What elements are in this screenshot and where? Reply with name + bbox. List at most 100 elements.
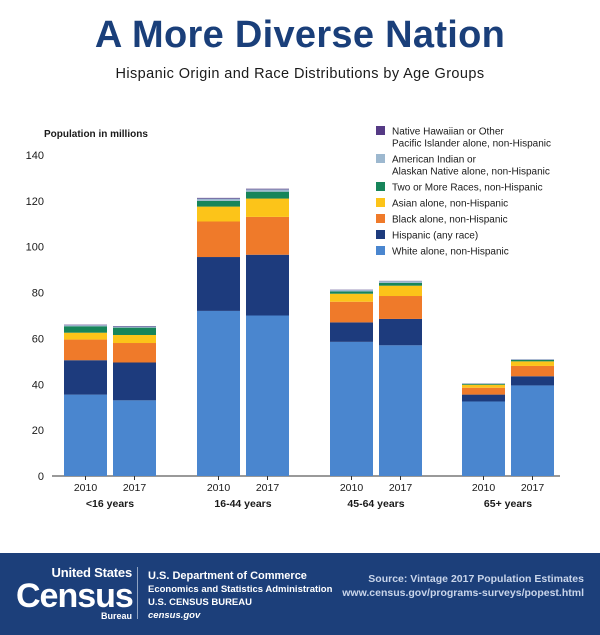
legend-label: Alaskan Native alone, non-Hispanic: [392, 167, 550, 178]
bar-segment: [511, 359, 554, 362]
x-tick-label: 2017: [521, 482, 545, 494]
bar-segment: [511, 385, 554, 476]
bar-segment: [113, 327, 156, 335]
footer-banner: United States Census Bureau U.S. Departm…: [0, 553, 600, 635]
bar-segment: [379, 318, 422, 346]
bar-segment: [511, 365, 554, 377]
group-label: 16-44 years: [214, 498, 271, 510]
legend-swatch: [376, 246, 385, 255]
legend-swatch: [376, 214, 385, 223]
bar-segment: [246, 315, 289, 476]
website-link[interactable]: census.gov: [148, 610, 201, 621]
bar-segment: [462, 383, 505, 385]
bar-segment: [197, 257, 240, 311]
legend-label: White alone, non-Hispanic: [392, 247, 509, 258]
bar-segment: [64, 360, 107, 395]
bar-segment: [246, 198, 289, 217]
x-tick-label: 2010: [340, 482, 364, 494]
bar-segment: [64, 394, 107, 476]
bar-segment: [379, 345, 422, 476]
y-axis-title: Population in millions: [44, 129, 148, 140]
bar-segment: [113, 400, 156, 476]
bar-segment: [246, 188, 289, 190]
bar-segment: [462, 387, 505, 395]
bar-segment: [113, 362, 156, 401]
admin-name: Economics and Statistics Administration: [148, 584, 333, 595]
bar-segment: [64, 339, 107, 361]
legend-label: Native Hawaiian or Other: [392, 127, 504, 138]
bar-segment: [511, 361, 554, 366]
x-tick-label: 2017: [389, 482, 413, 494]
bar-segment: [330, 341, 373, 476]
bar-segment: [379, 296, 422, 319]
group-label: 45-64 years: [347, 498, 404, 510]
bar-segment: [246, 216, 289, 255]
chart-title: A More Diverse Nation: [94, 14, 506, 56]
legend-label: Two or More Races, non-Hispanic: [392, 183, 543, 194]
bar-segment: [197, 197, 240, 199]
legend-swatch: [376, 198, 385, 207]
legend-label: Pacific Islander alone, non-Hispanic: [392, 139, 551, 150]
bar-segment: [462, 384, 505, 388]
bar-segment: [462, 394, 505, 402]
y-tick-label: 80: [32, 288, 44, 300]
bar-segment: [64, 325, 107, 327]
bar-segment: [330, 289, 373, 292]
y-tick-label: 20: [32, 425, 44, 437]
y-tick-label: 100: [26, 242, 44, 254]
bar-segment: [379, 282, 422, 286]
bar-segment: [197, 206, 240, 222]
y-tick-label: 60: [32, 333, 44, 345]
legend-label: Asian alone, non-Hispanic: [392, 199, 508, 210]
bar-segment: [330, 301, 373, 323]
y-tick-label: 40: [32, 379, 44, 391]
bar-segment: [246, 189, 289, 192]
group-label: 65+ years: [484, 498, 532, 510]
x-tick-label: 2010: [74, 482, 98, 494]
y-tick-label: 0: [38, 471, 44, 483]
bar-segment: [511, 376, 554, 386]
bar-segment: [64, 332, 107, 340]
chart-subtitle: Hispanic Origin and Race Distributions b…: [115, 66, 485, 82]
x-tick-label: 2017: [123, 482, 147, 494]
legend-label: American Indian or: [392, 155, 477, 166]
legend-label: Black alone, non-Hispanic: [392, 215, 508, 226]
bar-segment: [330, 293, 373, 302]
bar-segment: [246, 191, 289, 199]
x-tick-label: 2017: [256, 482, 280, 494]
bar-segment: [246, 254, 289, 316]
source-text: Source: Vintage 2017 Population Estimate…: [368, 573, 584, 585]
y-tick-label: 140: [26, 150, 44, 162]
legend-label: Hispanic (any race): [392, 231, 478, 242]
bar-segment: [379, 285, 422, 297]
footer-divider: [137, 567, 138, 619]
agency-block: U.S. Department of Commerce Economics an…: [148, 570, 332, 622]
bar-segment: [64, 326, 107, 333]
bar-segment: [197, 198, 240, 201]
bar-segment: [330, 322, 373, 342]
bar-segment: [197, 221, 240, 258]
bar-segment: [462, 401, 505, 476]
x-tick-label: 2010: [207, 482, 231, 494]
bar-segment: [330, 291, 373, 294]
y-tick-label: 120: [26, 196, 44, 208]
source-block: Source: Vintage 2017 Population Estimate…: [342, 572, 584, 600]
bar-segment: [113, 343, 156, 363]
stacked-bar-chart: Population in millions 0 20 40 60 80 100 120 140…: [26, 126, 560, 510]
legend-swatch: [376, 182, 385, 191]
bar-segment: [197, 200, 240, 207]
source-url[interactable]: www.census.gov/programs-surveys/popest.h…: [342, 587, 584, 599]
logo-line-1: United States: [51, 565, 133, 580]
x-tick-label: 2010: [472, 482, 496, 494]
bureau-name: U.S. CENSUS BUREAU: [148, 597, 252, 608]
legend-swatch: [376, 126, 385, 135]
legend-swatch: [376, 154, 385, 163]
logo-line-3: Bureau: [100, 611, 132, 621]
group-label: <16 years: [86, 498, 134, 510]
bar-segment: [113, 326, 156, 328]
bar-segment: [379, 281, 422, 283]
bar-segment: [197, 310, 240, 476]
bar-segment: [113, 334, 156, 344]
census-logo: United States Census Bureau: [16, 565, 134, 625]
logo-line-2: Census: [16, 577, 134, 615]
